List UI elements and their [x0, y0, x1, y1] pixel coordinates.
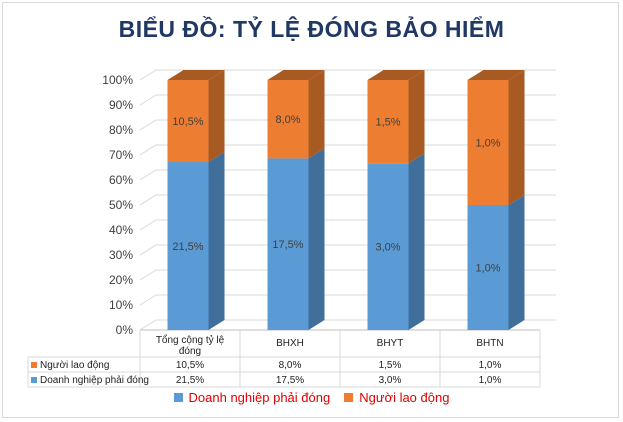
data-label: 1,5%	[375, 117, 400, 129]
y-tick-label: 60%	[109, 173, 133, 187]
legend-label-doanh-nghiep: Doanh nghiệp phải đóng	[188, 390, 331, 405]
table-series-name: Doanh nghiệp phải đóng	[40, 375, 149, 386]
bar-side	[308, 148, 325, 330]
table-swatch	[31, 377, 37, 383]
x-tick-label: BHYT	[377, 338, 404, 349]
bar-side	[308, 70, 325, 159]
bar-side	[508, 70, 525, 205]
table-cell: 1,0%	[479, 375, 502, 386]
bar-side	[208, 152, 225, 330]
y-tick-label: 70%	[109, 148, 133, 162]
data-label: 17,5%	[272, 239, 303, 251]
table-cell: 1,5%	[379, 360, 402, 371]
bar-side	[208, 70, 225, 163]
x-tick-label: BHTN	[476, 338, 503, 349]
x-tick-label: đóng	[179, 346, 201, 357]
legend: Doanh nghiệp phải đóng Người lao động	[0, 390, 623, 405]
table-swatch	[31, 362, 37, 368]
bar-top	[467, 70, 525, 80]
bar-top	[367, 70, 425, 80]
legend-label-nguoi-lao-dong: Người lao động	[359, 390, 450, 405]
bar-side	[408, 70, 425, 164]
table-cell: 8,0%	[279, 360, 302, 371]
bar-segment	[467, 80, 509, 205]
y-tick-label: 20%	[109, 273, 133, 287]
bar-top	[267, 70, 325, 80]
legend-swatch-nguoi-lao-dong	[344, 393, 354, 402]
data-label: 1,0%	[475, 138, 500, 150]
data-label: 1,0%	[475, 263, 500, 275]
y-tick-label: 90%	[109, 98, 133, 112]
table-series-name: Người lao động	[40, 360, 109, 371]
bar-segment	[167, 162, 209, 330]
table-cell: 17,5%	[276, 375, 304, 386]
legend-swatch-doanh-nghiep	[173, 393, 183, 402]
data-label: 3,0%	[375, 242, 400, 254]
y-tick-label: 0%	[116, 323, 134, 337]
y-tick-label: 100%	[102, 73, 133, 87]
y-tick-label: 30%	[109, 248, 133, 262]
y-tick-label: 80%	[109, 123, 133, 137]
bar-segment	[267, 80, 309, 159]
legend-item-nguoi-lao-dong: Người lao động	[344, 390, 449, 405]
data-label: 21,5%	[172, 241, 203, 253]
bar-segment	[167, 80, 209, 163]
bar-side	[508, 195, 525, 330]
x-tick-label: BHXH	[276, 338, 304, 349]
bar-segment	[367, 163, 409, 330]
bar-top	[167, 70, 225, 80]
table-cell: 10,5%	[176, 360, 204, 371]
chart-title: BIỂU ĐỒ: TỶ LỆ ĐÓNG BẢO HIỂM	[118, 16, 505, 42]
bar-segment	[367, 80, 409, 164]
table-cell: 1,0%	[479, 360, 502, 371]
legend-item-doanh-nghiep: Doanh nghiệp phải đóng	[173, 390, 331, 405]
data-label: 8,0%	[275, 114, 300, 126]
table-cell: 3,0%	[379, 375, 402, 386]
y-tick-label: 50%	[109, 198, 133, 212]
table-cell: 21,5%	[176, 375, 204, 386]
y-tick-label: 40%	[109, 223, 133, 237]
y-tick-label: 10%	[109, 298, 133, 312]
x-tick-label: Tổng cộng tỷ lệ	[156, 334, 225, 346]
data-label: 10,5%	[172, 116, 203, 128]
bar-side	[408, 153, 425, 330]
bar-segment	[467, 205, 509, 330]
bar-segment	[267, 158, 309, 330]
